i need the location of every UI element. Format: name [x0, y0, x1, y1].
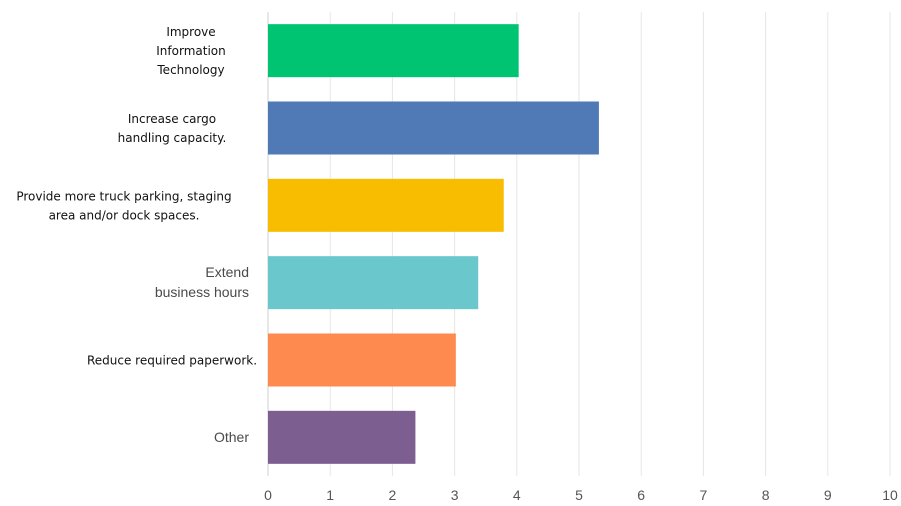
category-label-0: Improve Information Technology	[156, 25, 225, 77]
category-label-line: Provide more truck parking, staging	[16, 189, 231, 203]
category-label-line: Technology	[156, 63, 224, 77]
category-label-line: Improve	[166, 25, 215, 39]
category-label-2: Provide more truck parking, staging area …	[16, 189, 231, 222]
x-tick-label-0: 0	[264, 487, 272, 503]
bar-5	[268, 410, 416, 464]
bar-2	[268, 178, 504, 232]
category-label-line: Information	[156, 44, 225, 58]
x-tick-label-9: 9	[824, 487, 832, 503]
category-label-line: handling capacity.	[118, 131, 227, 145]
category-label-line: Extend	[205, 264, 249, 280]
bar-1	[268, 101, 599, 155]
category-label-1: Increase cargo handling capacity.	[118, 112, 227, 145]
x-tick-label-8: 8	[762, 487, 770, 503]
category-label-line: Reduce required paperwork.	[87, 354, 257, 368]
x-tick-label-3: 3	[451, 487, 459, 503]
x-tick-label-6: 6	[637, 487, 645, 503]
grid-lines	[267, 12, 891, 476]
category-labels: Improve Information Technology Increase car…	[16, 25, 257, 445]
x-tick-label-5: 5	[575, 487, 583, 503]
bar-3	[268, 256, 479, 310]
category-label-line: area and/or dock spaces.	[49, 208, 200, 222]
category-label-line: Other	[214, 429, 249, 445]
x-tick-label-1: 1	[326, 487, 334, 503]
category-label-5: Other	[214, 429, 249, 445]
category-label-line: business hours	[155, 284, 249, 300]
x-tick-label-10: 10	[882, 487, 898, 503]
x-tick-label-7: 7	[700, 487, 708, 503]
category-label-4: Reduce required paperwork.	[87, 354, 257, 368]
x-axis-ticks: 0 1 2 3 4 5 6 7 8 9 10	[264, 487, 898, 503]
category-label-line: Increase cargo	[128, 112, 216, 126]
bar-4	[268, 333, 456, 387]
bars	[268, 24, 599, 464]
bar-0	[268, 24, 519, 78]
x-tick-label-4: 4	[513, 487, 521, 503]
category-label-3: Extend business hours	[155, 264, 249, 300]
x-tick-label-2: 2	[389, 487, 397, 503]
